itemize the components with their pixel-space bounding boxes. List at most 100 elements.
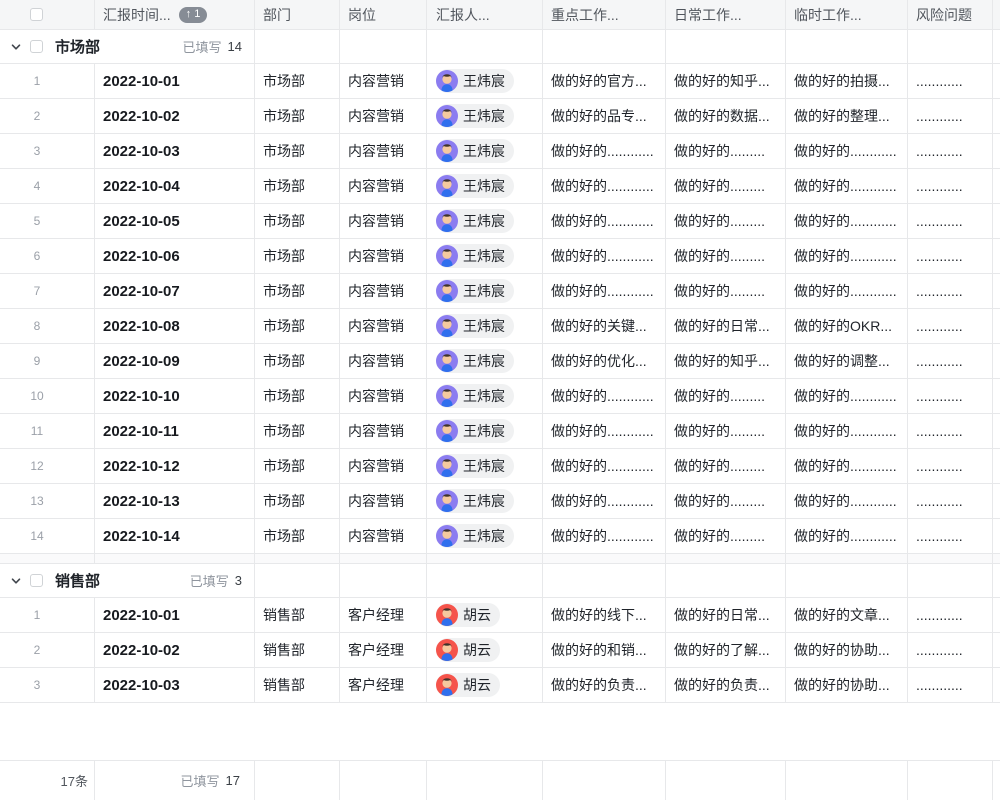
reporter-cell[interactable]: 王炜宸 [427, 134, 543, 168]
key-work-cell[interactable]: 做的好的品专... [543, 99, 666, 133]
reporter-cell[interactable]: 王炜宸 [427, 239, 543, 273]
temp-work-cell[interactable]: 做的好的协助... [786, 633, 908, 667]
filled-summary[interactable]: 已填写 17 [95, 761, 255, 800]
column-header-temp-work[interactable]: 临时工作... [786, 0, 908, 29]
position-cell[interactable]: 内容营销 [340, 519, 427, 553]
report-time-cell[interactable]: 2022-10-02 [95, 99, 255, 133]
position-cell[interactable]: 客户经理 [340, 633, 427, 667]
department-cell[interactable]: 市场部 [255, 134, 340, 168]
report-time-cell[interactable]: 2022-10-06 [95, 239, 255, 273]
risk-cell[interactable]: ............ [908, 344, 993, 378]
temp-work-cell[interactable]: 做的好的............ [786, 519, 908, 553]
department-cell[interactable]: 市场部 [255, 64, 340, 98]
row-number-cell[interactable]: 2 [0, 633, 95, 667]
temp-work-cell[interactable]: 做的好的文章... [786, 598, 908, 632]
department-cell[interactable]: 市场部 [255, 204, 340, 238]
column-header-daily-work[interactable]: 日常工作... [666, 0, 786, 29]
key-work-cell[interactable]: 做的好的............ [543, 484, 666, 518]
group-filled-summary[interactable]: 已填写 3 [190, 571, 242, 590]
row-number-cell[interactable]: 3 [0, 668, 95, 702]
temp-work-cell[interactable]: 做的好的............ [786, 134, 908, 168]
row-number-cell[interactable]: 8 [0, 309, 95, 343]
position-cell[interactable]: 内容营销 [340, 449, 427, 483]
reporter-cell[interactable]: 胡云 [427, 598, 543, 632]
risk-cell[interactable]: ............ [908, 204, 993, 238]
risk-cell[interactable]: ............ [908, 598, 993, 632]
report-time-cell[interactable]: 2022-10-03 [95, 668, 255, 702]
key-work-cell[interactable]: 做的好的............ [543, 414, 666, 448]
department-cell[interactable]: 销售部 [255, 633, 340, 667]
daily-work-cell[interactable]: 做的好的......... [666, 519, 786, 553]
reporter-cell[interactable]: 王炜宸 [427, 204, 543, 238]
key-work-cell[interactable]: 做的好的............ [543, 169, 666, 203]
report-time-cell[interactable]: 2022-10-01 [95, 598, 255, 632]
key-work-cell[interactable]: 做的好的优化... [543, 344, 666, 378]
daily-work-cell[interactable]: 做的好的......... [666, 134, 786, 168]
department-cell[interactable]: 市场部 [255, 484, 340, 518]
risk-cell[interactable]: ............ [908, 64, 993, 98]
reporter-cell[interactable]: 胡云 [427, 668, 543, 702]
column-header-department[interactable]: 部门 [255, 0, 340, 29]
department-cell[interactable]: 市场部 [255, 379, 340, 413]
key-work-cell[interactable]: 做的好的和销... [543, 633, 666, 667]
department-cell[interactable]: 市场部 [255, 449, 340, 483]
report-time-cell[interactable]: 2022-10-11 [95, 414, 255, 448]
key-work-cell[interactable]: 做的好的官方... [543, 64, 666, 98]
key-work-cell[interactable]: 做的好的负责... [543, 668, 666, 702]
key-work-cell[interactable]: 做的好的线下... [543, 598, 666, 632]
column-header-key-work[interactable]: 重点工作... [543, 0, 666, 29]
row-number-cell[interactable]: 1 [0, 598, 95, 632]
daily-work-cell[interactable]: 做的好的......... [666, 204, 786, 238]
position-cell[interactable]: 内容营销 [340, 134, 427, 168]
daily-work-cell[interactable]: 做的好的负责... [666, 668, 786, 702]
risk-cell[interactable]: ............ [908, 309, 993, 343]
report-time-cell[interactable]: 2022-10-07 [95, 274, 255, 308]
department-cell[interactable]: 市场部 [255, 414, 340, 448]
position-cell[interactable]: 内容营销 [340, 379, 427, 413]
daily-work-cell[interactable]: 做的好的了解... [666, 633, 786, 667]
position-cell[interactable]: 内容营销 [340, 309, 427, 343]
group-select-checkbox[interactable] [30, 574, 43, 587]
temp-work-cell[interactable]: 做的好的............ [786, 484, 908, 518]
department-cell[interactable]: 市场部 [255, 519, 340, 553]
row-number-cell[interactable]: 2 [0, 99, 95, 133]
reporter-cell[interactable]: 王炜宸 [427, 449, 543, 483]
risk-cell[interactable]: ............ [908, 379, 993, 413]
daily-work-cell[interactable]: 做的好的日常... [666, 309, 786, 343]
daily-work-cell[interactable]: 做的好的数据... [666, 99, 786, 133]
temp-work-cell[interactable]: 做的好的整理... [786, 99, 908, 133]
department-cell[interactable]: 市场部 [255, 309, 340, 343]
temp-work-cell[interactable]: 做的好的............ [786, 204, 908, 238]
report-time-cell[interactable]: 2022-10-03 [95, 134, 255, 168]
report-time-cell[interactable]: 2022-10-10 [95, 379, 255, 413]
daily-work-cell[interactable]: 做的好的......... [666, 449, 786, 483]
position-cell[interactable]: 客户经理 [340, 598, 427, 632]
reporter-cell[interactable]: 王炜宸 [427, 274, 543, 308]
reporter-cell[interactable]: 王炜宸 [427, 169, 543, 203]
key-work-cell[interactable]: 做的好的............ [543, 239, 666, 273]
chevron-down-icon[interactable] [10, 41, 22, 53]
daily-work-cell[interactable]: 做的好的......... [666, 484, 786, 518]
position-cell[interactable]: 内容营销 [340, 64, 427, 98]
position-cell[interactable]: 内容营销 [340, 414, 427, 448]
summary-cell[interactable] [666, 761, 786, 800]
sort-badge[interactable]: ↑ 1 [178, 6, 208, 23]
summary-cell[interactable] [786, 761, 908, 800]
row-number-cell[interactable]: 9 [0, 344, 95, 378]
group-select-checkbox[interactable] [30, 40, 43, 53]
risk-cell[interactable]: ............ [908, 274, 993, 308]
position-cell[interactable]: 内容营销 [340, 239, 427, 273]
temp-work-cell[interactable]: 做的好的协助... [786, 668, 908, 702]
position-cell[interactable]: 内容营销 [340, 274, 427, 308]
reporter-cell[interactable]: 王炜宸 [427, 344, 543, 378]
column-header-reporter[interactable]: 汇报人... [427, 0, 543, 29]
position-cell[interactable]: 客户经理 [340, 668, 427, 702]
row-number-cell[interactable]: 6 [0, 239, 95, 273]
report-time-cell[interactable]: 2022-10-09 [95, 344, 255, 378]
reporter-cell[interactable]: 胡云 [427, 633, 543, 667]
row-number-cell[interactable]: 10 [0, 379, 95, 413]
daily-work-cell[interactable]: 做的好的知乎... [666, 64, 786, 98]
department-cell[interactable]: 市场部 [255, 274, 340, 308]
position-cell[interactable]: 内容营销 [340, 169, 427, 203]
risk-cell[interactable]: ............ [908, 239, 993, 273]
